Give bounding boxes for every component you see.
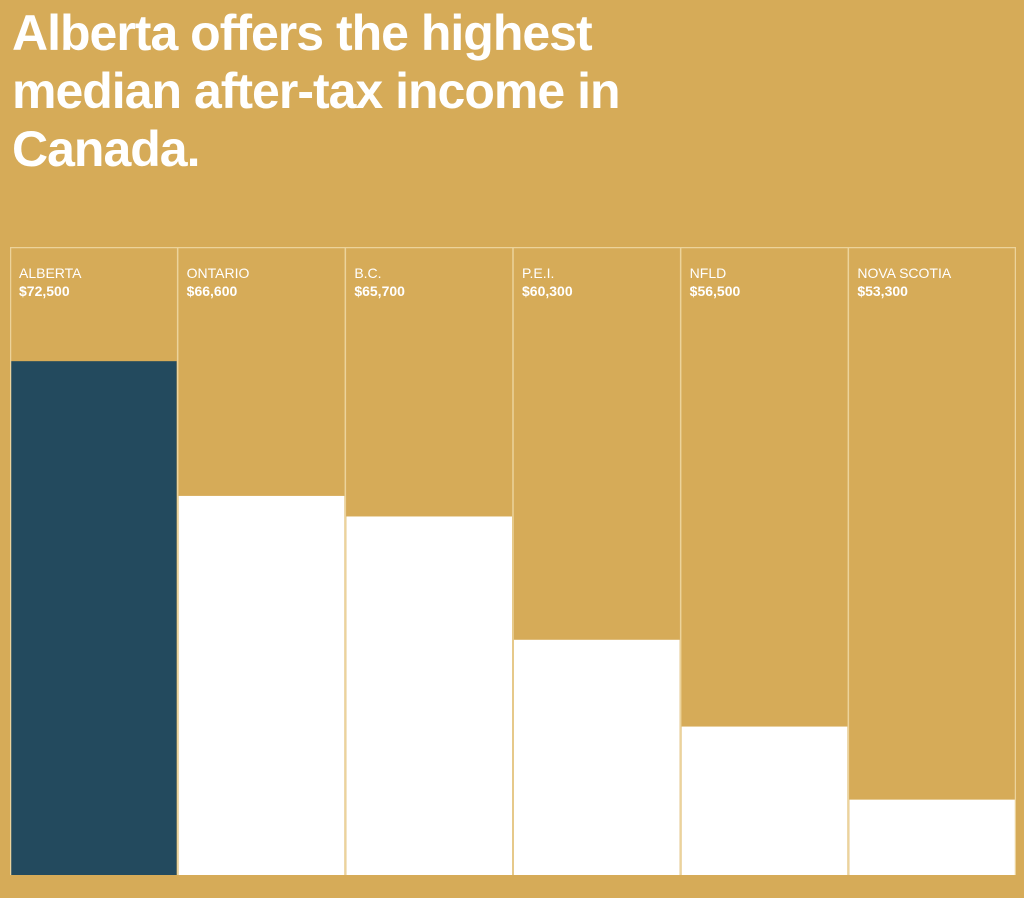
bar-b-c	[346, 516, 512, 875]
bar-alberta	[11, 361, 177, 875]
category-label: ONTARIO	[187, 265, 250, 281]
value-label: $65,700	[354, 283, 405, 299]
bar-chart: ALBERTA $72,500 ONTARIO $66,600 B.C. $65,700 P…	[10, 247, 1016, 875]
bar-nfld	[681, 726, 848, 875]
category-label: NFLD	[690, 265, 727, 281]
bar-p-e-i	[514, 639, 680, 875]
bar-ontario	[178, 495, 345, 875]
value-label: $72,500	[19, 283, 70, 299]
chart-area: ALBERTA $72,500 ONTARIO $66,600 B.C. $65,700 P…	[10, 247, 1016, 875]
bar-nova-scotia	[849, 799, 1015, 875]
chart-title: Alberta offers the highest median after-…	[12, 5, 621, 177]
value-label: $56,500	[690, 283, 741, 299]
category-label: B.C.	[354, 265, 381, 281]
category-label: ALBERTA	[19, 265, 82, 281]
value-label: $66,600	[187, 283, 238, 299]
category-label: P.E.I.	[522, 265, 554, 281]
value-label: $53,300	[857, 283, 908, 299]
category-label: NOVA SCOTIA	[857, 265, 952, 281]
value-label: $60,300	[522, 283, 573, 299]
